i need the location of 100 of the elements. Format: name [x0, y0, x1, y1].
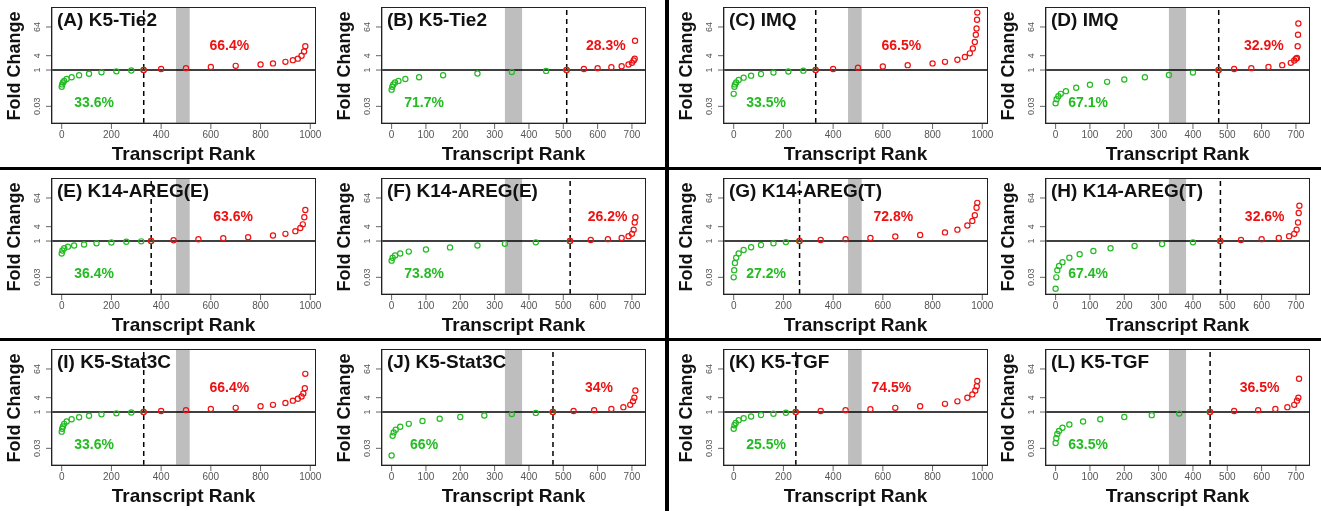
- x-tick-label: 300: [1150, 471, 1168, 483]
- x-tick-label: 400: [824, 471, 842, 483]
- annotation: 66.4%: [209, 36, 250, 53]
- x-tick-label: 0: [388, 471, 395, 483]
- x-tick-label: 600: [589, 129, 607, 141]
- x-tick-label: 800: [924, 300, 942, 312]
- y-tick-label: 4: [704, 224, 714, 230]
- chart-title: (G) K14-AREG(T): [729, 180, 883, 202]
- x-tick-label: 1000: [971, 471, 994, 483]
- x-tick-label: 300: [486, 300, 504, 312]
- y-tick-label: 4: [362, 53, 372, 59]
- y-tick-label: 4: [1026, 395, 1036, 401]
- x-tick-label: 800: [252, 471, 270, 483]
- x-axis-title: Transcript Rank: [1104, 485, 1251, 507]
- x-tick-label: 600: [874, 300, 892, 312]
- y-tick-label: 1: [362, 409, 372, 415]
- x-tick-label: 500: [554, 300, 573, 312]
- x-tick-label: 100: [417, 471, 435, 483]
- annotation: 36.4%: [74, 265, 114, 282]
- chart-title: (D) IMQ: [1051, 9, 1119, 31]
- annotation: 66.4%: [209, 378, 250, 395]
- y-tick-label: 4: [704, 395, 714, 401]
- x-tick-label: 1000: [971, 129, 994, 141]
- y-tick-label: 4: [32, 53, 42, 59]
- annotation: 63.6%: [213, 207, 253, 224]
- annotation: 32.6%: [1244, 207, 1285, 224]
- x-tick-label: 300: [1150, 129, 1168, 141]
- x-tick-label: 200: [775, 300, 793, 312]
- y-tick-label: 1: [1026, 67, 1036, 73]
- chart-title: (A) K5-Tie2: [57, 9, 157, 31]
- x-axis-title: Transcript Rank: [782, 314, 929, 336]
- annotation: 27.2%: [746, 265, 786, 282]
- x-axis-title: Transcript Rank: [782, 143, 929, 165]
- x-tick-label: 400: [520, 300, 538, 312]
- x-tick-label: 0: [388, 129, 395, 141]
- x-tick-label: 600: [1253, 300, 1271, 312]
- y-tick-label: 0.03: [1026, 97, 1036, 116]
- annotation: 33.5%: [746, 94, 786, 111]
- x-tick-label: 700: [623, 129, 641, 141]
- y-axis-title: Fold Change: [675, 11, 697, 120]
- x-tick-label: 700: [1287, 129, 1305, 141]
- x-tick-label: 200: [103, 129, 121, 141]
- y-tick-label: 0.03: [704, 439, 714, 458]
- x-tick-label: 200: [451, 471, 470, 483]
- y-tick-label: 1: [704, 67, 714, 73]
- y-tick-label: 4: [704, 53, 714, 59]
- y-axis-title: Fold Change: [3, 182, 25, 291]
- x-tick-label: 600: [202, 471, 220, 483]
- x-tick-label: 600: [874, 129, 892, 141]
- x-tick-label: 100: [417, 129, 435, 141]
- x-tick-label: 0: [58, 471, 65, 483]
- y-tick-label: 0.03: [1026, 268, 1036, 287]
- y-tick-label: 64: [1026, 192, 1036, 203]
- chart-title: (H) K14-AREG(T): [1051, 180, 1203, 202]
- y-axis-title: Fold Change: [997, 353, 1019, 462]
- x-axis-title: Transcript Rank: [440, 143, 587, 165]
- x-tick-label: 500: [1218, 471, 1237, 483]
- x-tick-label: 100: [1081, 300, 1099, 312]
- y-tick-label: 0.03: [32, 97, 42, 116]
- annotation: 36.5%: [1239, 378, 1280, 395]
- x-axis-title: Transcript Rank: [110, 485, 257, 507]
- y-tick-label: 4: [1026, 224, 1036, 230]
- annotation: 25.5%: [746, 436, 786, 453]
- x-tick-label: 300: [486, 471, 504, 483]
- y-axis-title: Fold Change: [3, 11, 25, 120]
- x-tick-label: 0: [1052, 129, 1059, 141]
- x-tick-label: 100: [417, 300, 435, 312]
- y-tick-label: 4: [32, 395, 42, 401]
- x-tick-label: 400: [520, 471, 538, 483]
- y-tick-label: 0.03: [32, 268, 42, 287]
- chart-title: (E) K14-AREG(E): [57, 180, 210, 202]
- annotation: 28.3%: [585, 36, 626, 53]
- x-tick-label: 700: [1287, 300, 1305, 312]
- annotation: 33.6%: [74, 94, 114, 111]
- x-tick-label: 0: [730, 300, 737, 312]
- chart-title: (B) K5-Tie2: [387, 9, 487, 31]
- x-tick-label: 200: [103, 471, 121, 483]
- x-tick-label: 400: [152, 129, 170, 141]
- annotation: 72.8%: [873, 207, 914, 224]
- x-tick-label: 0: [730, 471, 737, 483]
- x-tick-label: 200: [775, 129, 793, 141]
- x-tick-label: 400: [824, 129, 842, 141]
- x-axis-title: Transcript Rank: [440, 314, 587, 336]
- y-axis-title: Fold Change: [3, 353, 25, 462]
- x-tick-label: 0: [1052, 471, 1059, 483]
- x-tick-label: 0: [58, 300, 65, 312]
- y-tick-label: 4: [1026, 53, 1036, 59]
- x-tick-label: 400: [1184, 300, 1202, 312]
- annotation: 66.5%: [881, 36, 922, 53]
- x-axis-title: Transcript Rank: [110, 314, 257, 336]
- x-tick-label: 600: [589, 300, 607, 312]
- x-tick-label: 1000: [299, 300, 322, 312]
- chart-title: (J) K5-Stat3C: [387, 351, 507, 373]
- y-axis-title: Fold Change: [333, 11, 355, 120]
- y-tick-label: 64: [704, 21, 714, 32]
- annotation: 71.7%: [404, 94, 444, 111]
- x-tick-label: 400: [152, 471, 170, 483]
- x-tick-label: 500: [554, 471, 573, 483]
- y-axis-title: Fold Change: [333, 182, 355, 291]
- chart-title: (F) K14-AREG(E): [387, 180, 538, 202]
